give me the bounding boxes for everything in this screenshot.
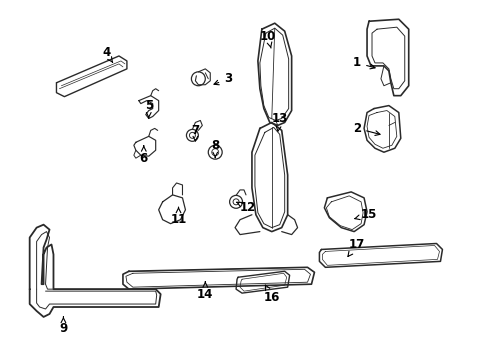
Text: 9: 9 <box>59 317 67 336</box>
Text: 3: 3 <box>214 72 232 85</box>
Text: 12: 12 <box>236 201 256 214</box>
Text: 6: 6 <box>140 146 147 165</box>
Text: 17: 17 <box>347 238 365 256</box>
Text: 16: 16 <box>263 285 280 303</box>
Text: 8: 8 <box>211 139 219 157</box>
Text: 4: 4 <box>102 46 112 62</box>
Text: 5: 5 <box>144 99 153 118</box>
Text: 1: 1 <box>352 57 374 69</box>
Text: 15: 15 <box>354 208 376 221</box>
Text: 7: 7 <box>191 124 199 141</box>
Text: 13: 13 <box>271 112 287 131</box>
Text: 2: 2 <box>352 122 379 135</box>
Text: 14: 14 <box>197 282 213 301</box>
Text: 11: 11 <box>170 207 186 226</box>
Text: 10: 10 <box>259 30 275 48</box>
